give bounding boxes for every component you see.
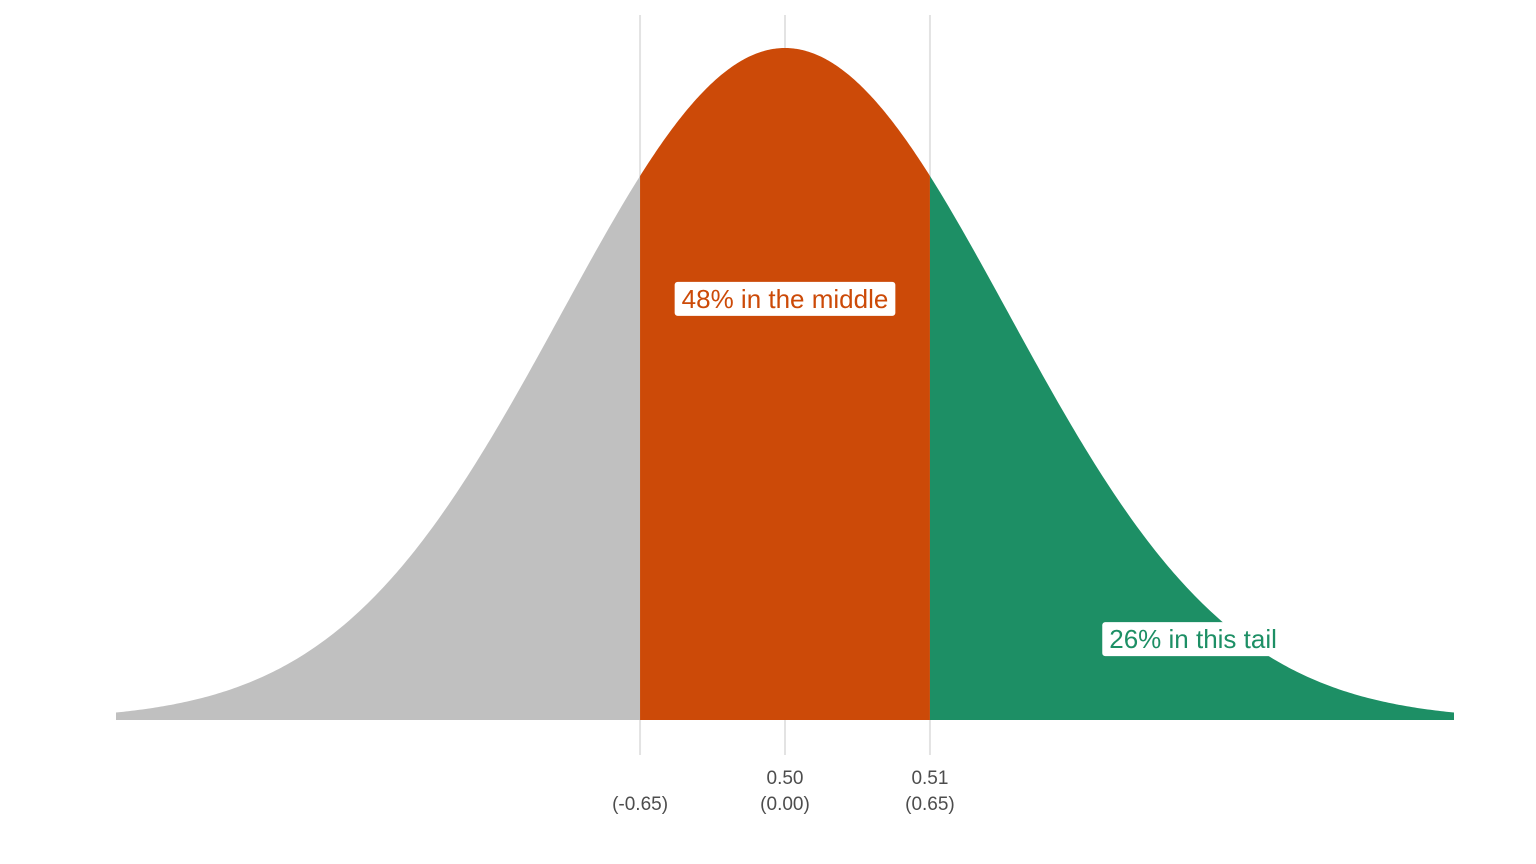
density-areas (116, 48, 1454, 721)
annotation-label: 26% in this tail (1102, 622, 1284, 657)
area-left-tail (116, 175, 641, 721)
area-right-tail (929, 175, 1454, 721)
annotation-text: 48% in the middle (682, 284, 889, 314)
annotation-text: 26% in this tail (1109, 624, 1277, 654)
tick-z-label: (-0.65) (612, 794, 668, 815)
annotation-box (1102, 622, 1284, 657)
tick-value-label: 0.50 (767, 768, 804, 789)
area-middle (640, 48, 930, 720)
annotation-label: 48% in the middle (674, 281, 896, 316)
tick-z-label: (0.65) (905, 794, 955, 815)
tick-value-label: 0.51 (911, 768, 948, 789)
annotation-box (674, 281, 896, 316)
annotations: 48% in the middle 26% in this tail (674, 281, 1284, 657)
tick-z-label: (0.00) (760, 794, 810, 815)
x-axis-ticks: (-0.65) 0.50 (0.00) 0.51 (0.65) (612, 768, 955, 815)
